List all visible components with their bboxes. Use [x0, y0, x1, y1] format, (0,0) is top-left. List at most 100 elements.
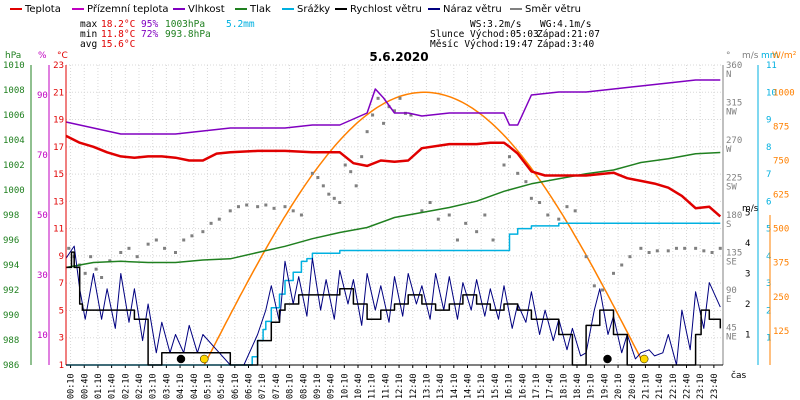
wind-dir-point — [67, 246, 71, 250]
wind-dir-point — [491, 238, 495, 242]
wind-dir-point — [343, 163, 347, 167]
wind-dir-point — [321, 184, 325, 188]
dir-tick-label: NE — [726, 333, 737, 343]
temp-tick-label: 15 — [53, 170, 64, 180]
wind-dir-point — [674, 246, 678, 250]
solar-unit: W/m² — [772, 51, 797, 61]
wind-dir-point — [524, 180, 528, 184]
press-tick-label: 1000 — [3, 186, 25, 196]
x-tick-label: 05:40 — [217, 373, 227, 399]
x-tick-label: 13:40 — [436, 373, 446, 399]
wind-dir-point — [382, 121, 386, 125]
wind-dir-point — [332, 196, 336, 200]
legend-item-teplota: Teplota — [10, 4, 61, 15]
legend-label: Náraz větru — [443, 3, 502, 15]
wind-dir-point — [710, 251, 714, 254]
wind-dir-point — [316, 176, 320, 179]
wind-dir-point — [360, 155, 364, 159]
wind-dir-point — [718, 246, 722, 250]
x-tick-label: 12:40 — [409, 373, 419, 399]
dir-tick-label: 225 — [726, 174, 742, 184]
x-tick-label: 17:40 — [546, 373, 556, 399]
wind-dir-point — [154, 238, 158, 242]
hum-tick-label: 30 — [37, 271, 48, 281]
rain-tick-label: 5 — [766, 225, 771, 235]
wind-dir-point — [338, 201, 342, 204]
wind-dir-point — [557, 217, 561, 221]
wind-dir-point — [209, 221, 213, 225]
press-tick-label: 992 — [3, 286, 19, 296]
wind-dir-point — [299, 213, 303, 217]
rain-tick-label: 11 — [766, 61, 777, 71]
solar-tick-label: 875 — [773, 122, 789, 132]
wind-dir-point — [592, 284, 596, 288]
wind-dir-point — [119, 251, 123, 254]
wind-unit-top: m/s — [742, 51, 759, 61]
hum-tick-label: 70 — [37, 151, 48, 161]
dir-tick-label: 135 — [726, 249, 742, 259]
temp-tick-label: 19 — [53, 116, 64, 126]
wind-dir-point — [283, 205, 287, 209]
wind-dir-point — [228, 209, 232, 213]
solar-line — [203, 91, 643, 366]
x-tick-label: 21:10 — [641, 373, 651, 399]
x-tick-label: 07:40 — [272, 373, 282, 399]
wind-dir-point — [174, 251, 177, 254]
stats-max-rain: 5.2mm — [226, 19, 255, 30]
x-tick-label: 08:10 — [286, 373, 296, 399]
wind-dir-point — [327, 192, 331, 196]
press-tick-label: 990 — [3, 311, 19, 321]
wind-dir-point — [146, 242, 150, 246]
stats-max-temp: 18.2°C — [101, 19, 135, 30]
wind-dir-point — [354, 184, 358, 188]
wind-dir-point — [546, 213, 550, 217]
solar-tick-label: 375 — [773, 259, 789, 269]
stats-max-hum: 95% — [141, 19, 158, 30]
axis-units: hPa % °C ° m/s mm W/m² m/s čas — [5, 51, 797, 381]
solar-tick-label: 125 — [773, 327, 789, 337]
x-tick-label: 22:10 — [669, 373, 679, 399]
legend-item-tlak: Tlak — [235, 4, 271, 15]
x-tick-label: 19:40 — [600, 373, 610, 399]
legend-item-naraz-vetru: Náraz větru — [428, 3, 502, 15]
stats-max-press: 1003hPa — [165, 19, 205, 30]
moonrise-marker — [603, 354, 612, 364]
rain-tick-label: 9 — [766, 116, 771, 126]
wind-tick-label: 5 — [745, 209, 750, 219]
wind-dir-point — [100, 276, 104, 279]
press-tick-label: 998 — [3, 211, 19, 221]
dir-tick-label: E — [726, 295, 731, 305]
sun-set-info: Západ:21:07 — [537, 29, 600, 40]
wind-dir-point — [291, 209, 295, 213]
wind-dir-point — [639, 246, 643, 250]
wind-dir-point — [182, 238, 186, 242]
legend-label: Přízemní teplota — [87, 3, 169, 15]
x-tick-label: 22:40 — [683, 373, 693, 399]
wind-dir-point — [365, 130, 369, 134]
wind-dir-point — [516, 171, 520, 175]
temp-tick-label: 17 — [53, 143, 64, 153]
temp-tick-label: 3 — [59, 334, 64, 344]
legend-label: Teplota — [24, 4, 61, 15]
rain-tick-label: 8 — [766, 143, 771, 153]
x-tick-label: 23:40 — [710, 373, 720, 399]
wind-dir-point — [620, 263, 624, 267]
wind-dir-point — [683, 246, 687, 250]
press-tick-label: 986 — [3, 361, 19, 371]
temp-tick-label: 11 — [53, 225, 64, 235]
x-tick-label: 00:40 — [80, 373, 90, 399]
rain-tick-label: 3 — [766, 279, 771, 289]
dir-tick-label: NW — [726, 108, 737, 118]
x-tick-label: 02:10 — [121, 373, 131, 399]
x-tick-label: 10:10 — [340, 373, 350, 399]
x-tick-label: 04:40 — [190, 373, 200, 399]
rain-tick-label: 6 — [766, 197, 771, 207]
press-tick-label: 1002 — [3, 161, 25, 171]
x-tick-label: 11:40 — [381, 373, 391, 399]
dir-tick-label: 180 — [726, 211, 742, 221]
wind-dir-point — [201, 230, 205, 234]
wind-dir-point — [127, 246, 131, 250]
press-tick-label: 1008 — [3, 86, 25, 96]
x-tick-label: 03:40 — [162, 373, 172, 399]
wind-dir-point — [436, 217, 440, 221]
